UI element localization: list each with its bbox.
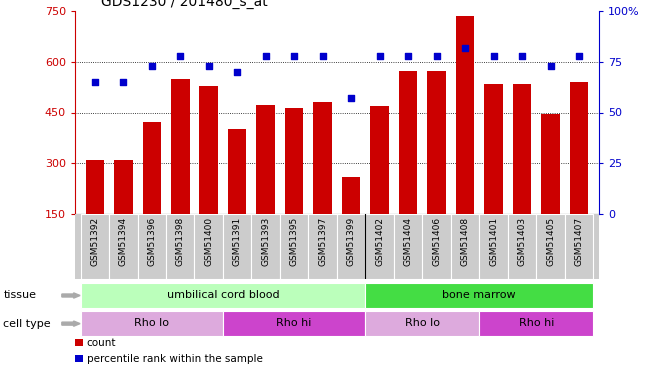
Bar — [256, 105, 275, 214]
Point — [90, 79, 100, 85]
Text: GSM51403: GSM51403 — [518, 217, 527, 266]
Bar — [565, 214, 593, 279]
Bar — [137, 214, 166, 279]
Bar — [313, 102, 332, 214]
Bar — [513, 84, 531, 214]
Bar — [427, 71, 446, 214]
Text: tissue: tissue — [3, 291, 36, 300]
Point — [517, 53, 527, 59]
Bar — [536, 214, 565, 279]
Bar — [309, 214, 337, 279]
Text: Rho hi: Rho hi — [277, 318, 312, 328]
Text: umbilical cord blood: umbilical cord blood — [167, 290, 279, 300]
Text: GSM51400: GSM51400 — [204, 217, 214, 266]
Point — [232, 69, 242, 75]
Bar — [370, 106, 389, 214]
Text: Rho lo: Rho lo — [134, 318, 169, 328]
Bar — [570, 82, 589, 214]
Bar — [280, 214, 309, 279]
Text: GSM51404: GSM51404 — [404, 217, 413, 266]
Bar — [541, 114, 560, 214]
Point — [118, 79, 128, 85]
Bar — [85, 160, 104, 214]
Bar — [394, 214, 422, 279]
Point — [175, 53, 186, 59]
Bar — [143, 122, 161, 214]
Bar — [456, 16, 475, 214]
Text: cell type: cell type — [3, 319, 51, 328]
Text: GSM51397: GSM51397 — [318, 217, 327, 266]
Bar — [81, 311, 223, 336]
Text: GSM51396: GSM51396 — [147, 217, 156, 266]
Text: GSM51392: GSM51392 — [90, 217, 100, 266]
Text: Rho lo: Rho lo — [405, 318, 440, 328]
Text: GSM51402: GSM51402 — [375, 217, 384, 266]
Text: GSM51406: GSM51406 — [432, 217, 441, 266]
Text: GSM51393: GSM51393 — [261, 217, 270, 266]
Bar — [199, 86, 218, 214]
Bar — [171, 80, 189, 214]
Point — [574, 53, 584, 59]
Bar — [114, 160, 133, 214]
Text: GDS1230 / 201480_s_at: GDS1230 / 201480_s_at — [101, 0, 268, 9]
Bar — [422, 214, 451, 279]
Text: Rho hi: Rho hi — [519, 318, 554, 328]
Point — [146, 63, 157, 69]
Text: percentile rank within the sample: percentile rank within the sample — [87, 354, 262, 363]
Bar — [195, 214, 223, 279]
Bar — [365, 311, 479, 336]
Point — [346, 95, 356, 101]
Bar — [228, 129, 247, 214]
Bar — [342, 177, 361, 214]
Text: GSM51394: GSM51394 — [118, 217, 128, 266]
Bar — [484, 84, 503, 214]
Point — [432, 53, 442, 59]
Point — [374, 53, 385, 59]
Bar — [399, 71, 417, 214]
Point — [403, 53, 413, 59]
Point — [289, 53, 299, 59]
Text: GSM51405: GSM51405 — [546, 217, 555, 266]
Point — [460, 45, 470, 51]
Bar — [81, 214, 109, 279]
Point — [204, 63, 214, 69]
Text: GSM51395: GSM51395 — [290, 217, 299, 266]
Bar — [451, 214, 479, 279]
Text: GSM51391: GSM51391 — [232, 217, 242, 266]
Bar — [223, 311, 365, 336]
Bar — [81, 283, 365, 308]
Point — [318, 53, 328, 59]
Bar — [109, 214, 137, 279]
Bar — [479, 311, 593, 336]
Text: GSM51398: GSM51398 — [176, 217, 185, 266]
Bar — [223, 214, 251, 279]
Bar — [365, 283, 593, 308]
Text: count: count — [87, 338, 116, 348]
Bar — [337, 214, 365, 279]
Text: GSM51408: GSM51408 — [460, 217, 469, 266]
Text: bone marrow: bone marrow — [443, 290, 516, 300]
Bar — [166, 214, 195, 279]
Text: GSM51401: GSM51401 — [489, 217, 498, 266]
Bar — [479, 214, 508, 279]
Bar — [365, 214, 394, 279]
Bar — [285, 108, 303, 214]
Point — [546, 63, 556, 69]
Text: GSM51399: GSM51399 — [346, 217, 355, 266]
Text: GSM51407: GSM51407 — [574, 217, 583, 266]
Bar — [251, 214, 280, 279]
Point — [260, 53, 271, 59]
Point — [488, 53, 499, 59]
Bar — [508, 214, 536, 279]
